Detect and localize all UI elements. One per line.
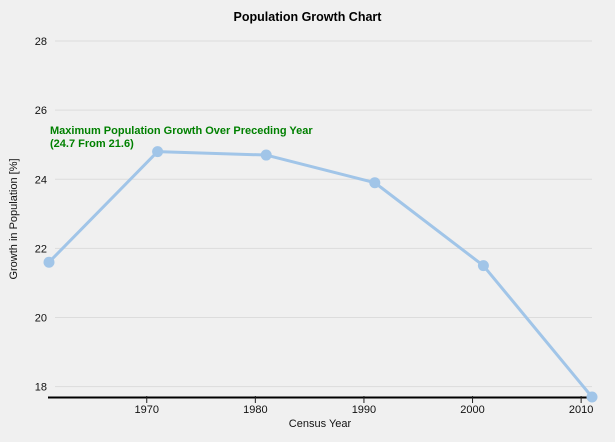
data-line (47, 150, 594, 399)
y-tick-label: 22 (35, 243, 47, 255)
x-tick-label: 1990 (352, 404, 376, 416)
y-tick-label: 20 (35, 313, 47, 325)
x-tick-label: 1970 (134, 404, 158, 416)
x-tick-label: 2000 (460, 404, 484, 416)
x-tick-label: 2010 (569, 404, 593, 416)
y-tick-label: 18 (35, 382, 47, 394)
x-tick-label: 1980 (243, 404, 267, 416)
annotation-line-1: Maximum Population Growth Over Preceding… (50, 125, 313, 137)
y-tick-label: 24 (35, 174, 47, 186)
data-point (477, 260, 489, 272)
x-axis-title: Census Year (288, 418, 352, 430)
data-point (152, 146, 164, 158)
y-axis-title: Growth in Population [%] (8, 158, 20, 280)
max-growth-annotation: Maximum Population Growth Over Preceding… (50, 125, 313, 151)
chart-title: Population Growth Chart (233, 10, 382, 24)
data-point (369, 177, 381, 189)
data-point (586, 391, 598, 403)
data-point (43, 256, 55, 268)
y-tick-label: 28 (35, 36, 47, 48)
annotation-line-2: (24.7 From 21.6) (50, 138, 134, 150)
data-point (260, 149, 272, 161)
y-tick-label: 26 (35, 105, 47, 117)
